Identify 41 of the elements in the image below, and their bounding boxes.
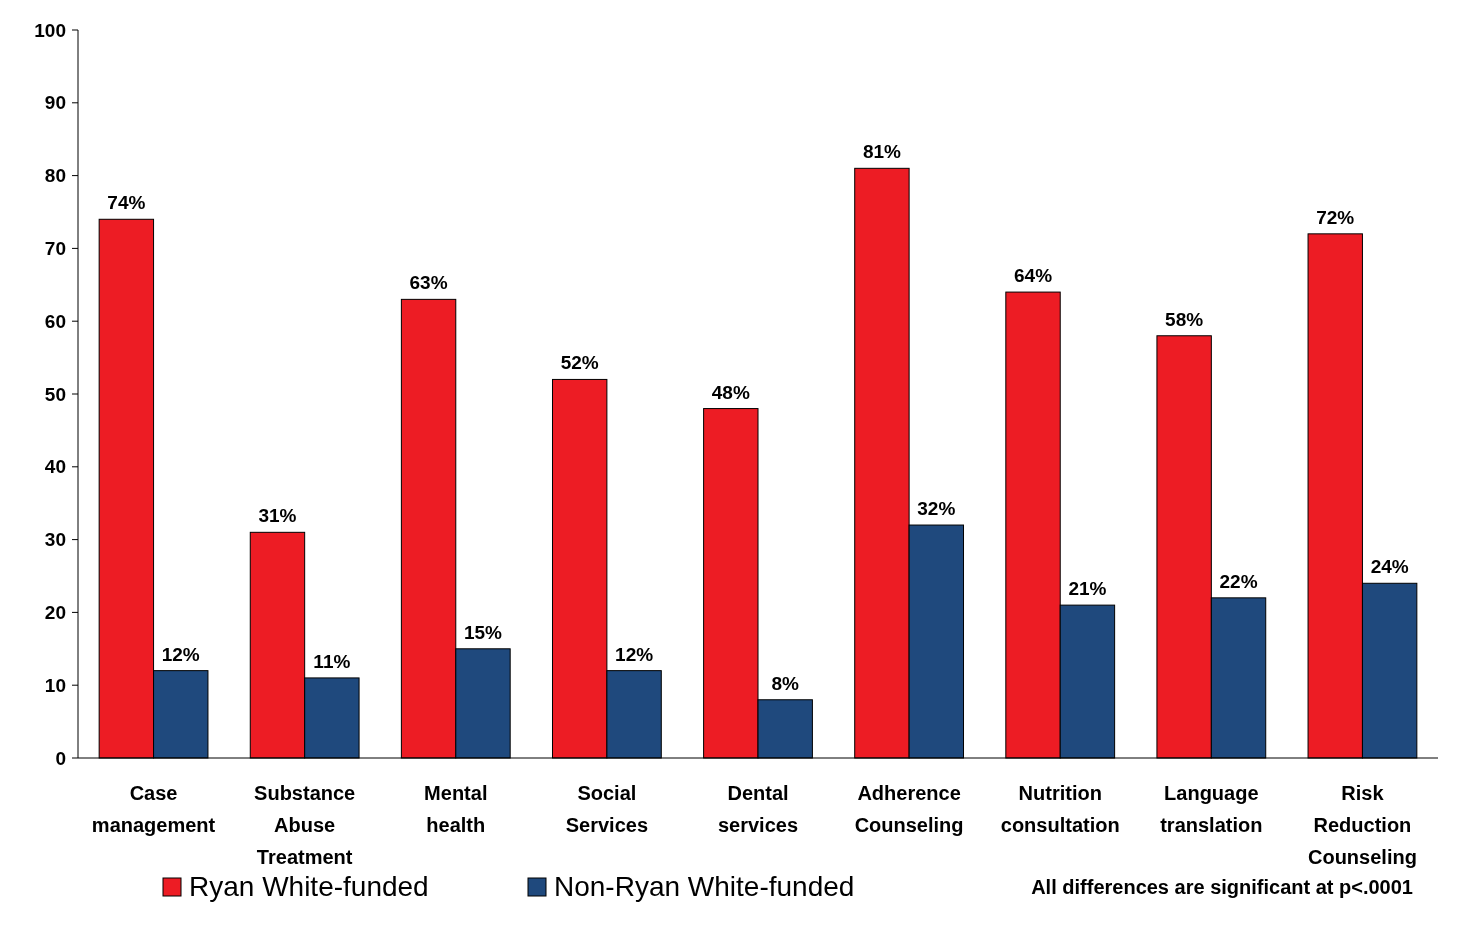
data-label: 58% (1165, 308, 1204, 330)
y-tick-label: 20 (44, 602, 66, 624)
data-label: 48% (711, 381, 750, 403)
data-label: 32% (917, 498, 956, 520)
data-label: 81% (862, 141, 902, 163)
data-label: 72% (1316, 206, 1355, 228)
y-tick-label: 70 (44, 238, 66, 260)
x-tick-label: Social Services (565, 782, 649, 836)
y-tick-label: 90 (44, 92, 66, 114)
data-label: 11% (313, 650, 351, 672)
data-label: 52% (560, 352, 599, 374)
x-tick-label: Language translation (1160, 782, 1263, 836)
legend-label: Ryan White-funded (189, 871, 429, 902)
x-tick-label: Substance Abuse Treatment (254, 782, 356, 868)
y-tick-label: 40 (44, 456, 66, 478)
x-tick-label: Risk Reduction Counseling (1308, 782, 1417, 868)
y-tick-label: 10 (44, 674, 66, 696)
y-tick-label: 80 (44, 165, 66, 187)
data-label: 12% (161, 643, 200, 665)
data-label: 64% (1014, 265, 1053, 287)
x-tick-label: Case management (91, 782, 216, 836)
data-label: 21% (1068, 578, 1107, 600)
data-label: 63% (409, 272, 448, 294)
x-tick-label: Nutrition consultation (1000, 782, 1120, 836)
x-tick-label: Dental services (717, 782, 799, 836)
legend-label: Non-Ryan White-funded (554, 871, 855, 902)
x-tick-label: Adherence Counseling (854, 782, 964, 836)
data-label: 24% (1370, 556, 1409, 578)
text: All differences are significant at p<.0001 (1031, 876, 1413, 898)
data-label: 22% (1219, 570, 1258, 592)
data-label: 15% (463, 621, 503, 643)
data-label: 31% (258, 505, 297, 527)
data-label: 12% (615, 643, 654, 665)
y-tick-label: 100 (34, 19, 66, 41)
data-label: 74% (107, 192, 146, 214)
y-tick-label: 60 (44, 310, 66, 332)
y-tick-label: 50 (44, 383, 66, 405)
y-tick-label: 30 (44, 529, 66, 551)
data-label: 8% (771, 672, 800, 694)
x-tick-label: Mental health (424, 782, 488, 836)
y-tick-label: 0 (55, 747, 66, 769)
